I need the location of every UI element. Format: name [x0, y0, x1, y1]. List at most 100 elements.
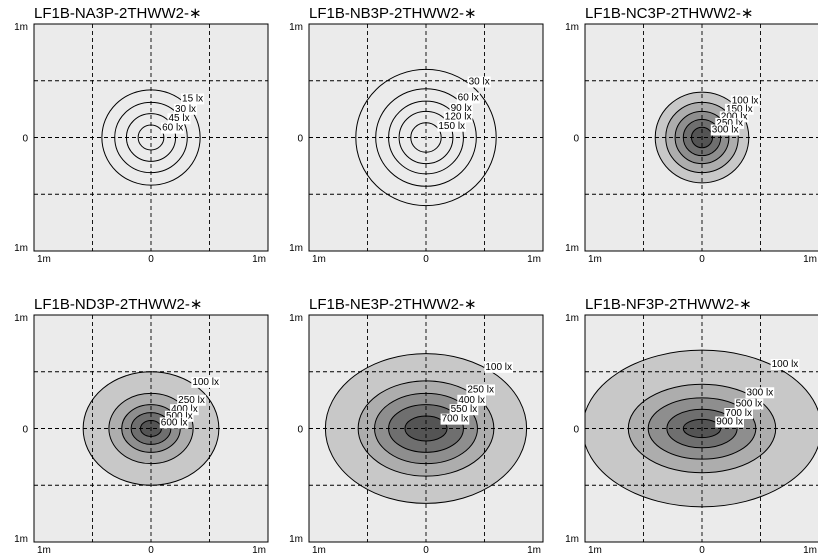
contour-label: 30 lx [469, 76, 490, 87]
contour-label: 150 lx [438, 121, 465, 132]
x-tick-label: 1m [588, 545, 602, 555]
contour-label: 400 lx [458, 395, 485, 406]
y-tick-label: 1m [14, 243, 28, 254]
y-tick-label: 0 [573, 134, 579, 145]
contour-label-box [715, 117, 744, 129]
contour-label: 30 lx [175, 104, 196, 115]
y-tick-label: 1m [289, 534, 303, 545]
contour-label: 500 lx [736, 399, 763, 410]
x-tick-label: 1m [37, 545, 51, 555]
x-tick-label: 0 [148, 545, 154, 555]
contour-label-box [770, 358, 800, 370]
contour-label: 60 lx [458, 92, 479, 103]
contour-label: 100 lx [732, 95, 759, 106]
panel-title: LF1B-NE3P-2THWW2-∗ [309, 296, 477, 313]
contour-label-box [456, 92, 480, 104]
contour-label-box [449, 102, 473, 114]
x-tick-label: 1m [803, 254, 817, 265]
y-tick-label: 1m [14, 313, 28, 324]
contour-label-box [181, 93, 205, 105]
y-tick-label: 1m [289, 22, 303, 33]
x-tick-label: 1m [252, 254, 266, 265]
contour-label: 400 lx [171, 404, 198, 415]
x-tick-label: 1m [527, 254, 541, 265]
x-tick-label: 1m [803, 545, 817, 555]
contour-label-box [159, 417, 189, 429]
panel-title: LF1B-NC3P-2THWW2-∗ [585, 5, 753, 22]
plot-frame [33, 23, 269, 252]
y-tick-label: 1m [565, 22, 579, 33]
contour-label-box [710, 124, 740, 136]
x-tick-label: 1m [37, 254, 51, 265]
x-tick-label: 0 [699, 545, 705, 555]
contour-label-box [191, 376, 221, 388]
contour-label-box [484, 361, 514, 373]
y-tick-label: 1m [565, 313, 579, 324]
plot-frame [33, 314, 269, 543]
contour-label-box [745, 387, 775, 399]
panel-title: LF1B-NF3P-2THWW2-∗ [585, 296, 752, 313]
x-tick-label: 0 [423, 254, 429, 265]
x-tick-label: 1m [527, 545, 541, 555]
contour-label: 250 lx [178, 395, 205, 406]
contour-label-box [173, 103, 198, 115]
plot-frame [584, 23, 818, 252]
contour-label-box [466, 384, 496, 396]
contour-label: 250 lx [716, 118, 743, 129]
panel-title: LF1B-NB3P-2THWW2-∗ [309, 5, 477, 22]
contour-label: 550 lx [451, 404, 478, 415]
contour-label: 500 lx [166, 411, 193, 422]
x-tick-label: 0 [423, 545, 429, 555]
contour-label: 100 lx [192, 377, 219, 388]
contour-label-box [457, 394, 487, 406]
contour-label: 100 lx [772, 359, 799, 370]
contour-label: 90 lx [451, 103, 472, 114]
contour-label-box [724, 103, 754, 115]
x-tick-label: 1m [312, 254, 326, 265]
y-tick-label: 1m [14, 534, 28, 545]
y-tick-label: 0 [297, 134, 303, 145]
contour-label-box [161, 122, 185, 134]
x-tick-label: 1m [252, 545, 266, 555]
x-tick-label: 0 [148, 254, 154, 265]
contour-label-box [440, 413, 470, 425]
plot-frame [308, 23, 544, 252]
contour-label-box [719, 111, 749, 123]
y-tick-label: 1m [565, 534, 579, 545]
contour-label-box [724, 407, 753, 419]
contour-label-box [170, 404, 199, 416]
x-tick-label: 1m [588, 254, 602, 265]
y-tick-label: 0 [22, 134, 28, 145]
contour-label-box [443, 111, 473, 123]
y-tick-label: 0 [573, 425, 579, 436]
contour-label-box [177, 394, 206, 406]
contour-label: 300 lx [712, 125, 739, 136]
contour-label: 900 lx [716, 416, 743, 427]
contour-label: 45 lx [169, 113, 190, 124]
y-tick-label: 1m [565, 243, 579, 254]
contour-label: 600 lx [161, 417, 188, 428]
y-tick-label: 1m [289, 313, 303, 324]
contour-label-box [437, 120, 467, 132]
contour-label-box [734, 398, 764, 410]
panel-title: LF1B-NA3P-2THWW2-∗ [34, 5, 202, 22]
y-tick-label: 0 [22, 425, 28, 436]
contour-label: 200 lx [721, 111, 748, 122]
contour-label-box [449, 404, 479, 416]
contour-label: 700 lx [725, 408, 752, 419]
contour-label-box [467, 76, 491, 88]
contour-label: 250 lx [467, 384, 494, 395]
contour-label: 300 lx [747, 387, 774, 398]
contour-label: 15 lx [182, 93, 203, 104]
contour-label-box [715, 416, 744, 428]
contour-label: 100 lx [485, 362, 512, 373]
contour-label-box [730, 95, 760, 107]
contour-label: 120 lx [445, 111, 472, 122]
